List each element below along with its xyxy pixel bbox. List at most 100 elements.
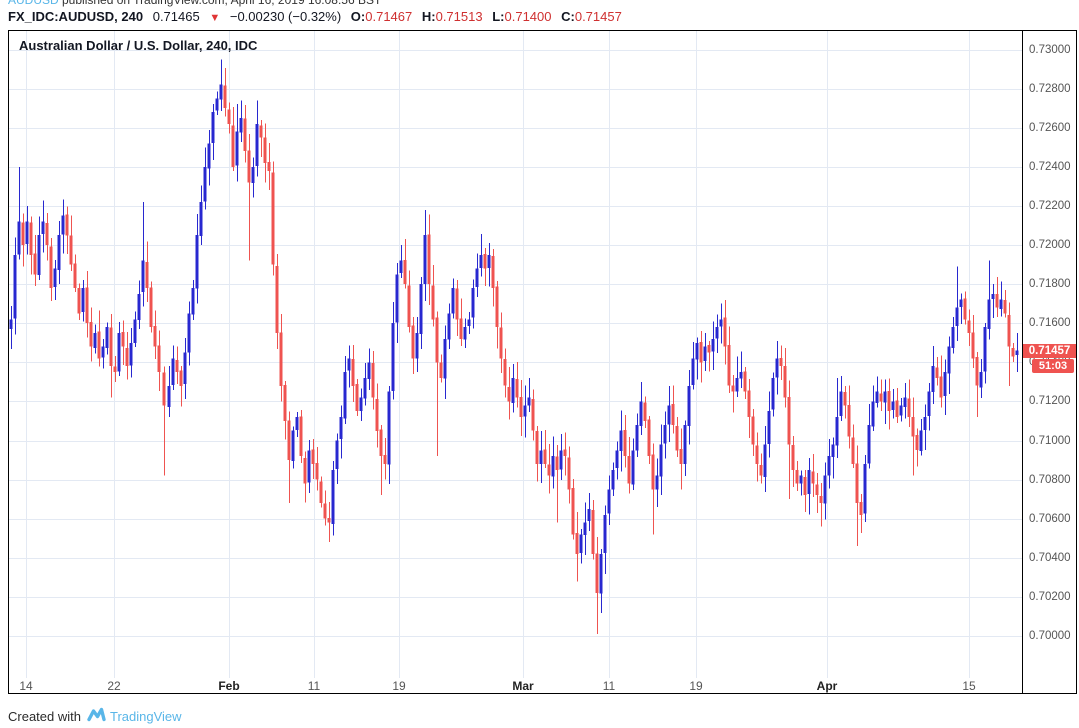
tradingview-logo-icon[interactable] — [87, 707, 106, 725]
symbol-link[interactable]: AUDUSD — [8, 0, 59, 7]
time-axis-label: 11 — [602, 679, 616, 693]
candle-body-up — [955, 307, 959, 327]
candle-body-up — [979, 372, 983, 388]
candle-body-up — [871, 401, 875, 427]
candle-body-down — [1007, 314, 1011, 347]
candle-body-up — [891, 401, 895, 411]
candle-body-up — [739, 372, 743, 379]
price-axis-label: 0.72600 — [1029, 121, 1071, 134]
candle-body-down — [33, 253, 37, 275]
candle-body-down — [435, 317, 439, 363]
candle-body-up — [17, 221, 21, 255]
candle-body-down — [29, 222, 33, 255]
candle-body-up — [463, 327, 467, 340]
candle-body-down — [787, 397, 791, 445]
candle-body-down — [299, 416, 303, 457]
candle-body-up — [37, 235, 41, 276]
candle-body-up — [619, 430, 623, 451]
time-axis-label: Feb — [218, 679, 240, 693]
candle-body-down — [887, 390, 891, 412]
candle-body-down — [283, 385, 287, 421]
candle-body-down — [975, 356, 979, 386]
candle-body-up — [191, 288, 195, 315]
candle-body-up — [943, 372, 947, 396]
candle-body-down — [643, 402, 647, 421]
candle-body-up — [211, 112, 215, 143]
candle-body-down — [1011, 348, 1015, 357]
candle-body-down — [651, 454, 655, 490]
candle-body-down — [243, 118, 247, 152]
candle-body-up — [199, 202, 203, 237]
candle-body-down — [403, 260, 407, 285]
candle-body-down — [439, 362, 443, 378]
candle-body-down — [459, 318, 463, 339]
candle-body-down — [859, 501, 863, 515]
candlestick-plot: Australian Dollar / U.S. Dollar, 240, ID… — [9, 31, 1023, 693]
open-label: O: — [350, 9, 366, 24]
time-axis-label: 15 — [962, 679, 976, 693]
time-axis-label: Mar — [512, 679, 534, 693]
candle-body-up — [13, 254, 17, 319]
symbol-ohlc-line: FX_IDC:AUDUSD, 240 0.71465 ▼ −0.00230 (−… — [8, 9, 622, 24]
candle-body-up — [487, 254, 491, 269]
price-axis-label: 0.72000 — [1029, 239, 1071, 251]
candle-body-down — [515, 379, 519, 398]
candle-body-up — [335, 440, 339, 469]
candle-body-down — [647, 419, 651, 457]
candle-body-down — [379, 429, 383, 457]
candle-body-up — [703, 346, 707, 361]
time-axis-label: 22 — [107, 679, 121, 693]
candle-body-up — [639, 401, 643, 426]
candle-body-down — [519, 397, 523, 417]
price-axis-label: 0.71200 — [1029, 395, 1071, 408]
candle-body-up — [767, 411, 771, 444]
candle-body-up — [635, 424, 639, 451]
candle-body-down — [971, 332, 975, 359]
candle-body-down — [759, 465, 763, 476]
candle-body-up — [799, 475, 803, 484]
candle-body-down — [623, 430, 627, 457]
candle-body-up — [631, 450, 635, 485]
candle-body-down — [591, 509, 595, 554]
candle-body-down — [49, 246, 53, 288]
tradingview-brand-link[interactable]: TradingView — [109, 708, 182, 724]
candle-body-down — [231, 125, 235, 167]
candle-body-up — [691, 358, 695, 385]
candle-body-down — [153, 325, 157, 347]
candle-body-down — [175, 359, 179, 372]
candle-body-up — [987, 299, 991, 329]
candle-body-down — [699, 341, 703, 363]
candle-body-up — [835, 417, 839, 446]
candle-body-down — [121, 332, 125, 347]
candle-body-down — [411, 325, 415, 359]
candle-body-up — [599, 553, 603, 594]
candle-body-up — [831, 444, 835, 458]
candle-body-up — [923, 417, 927, 430]
candle-body-up — [927, 391, 931, 417]
candle-body-up — [443, 338, 447, 379]
candle-body-up — [215, 98, 219, 111]
candle-body-up — [683, 424, 687, 464]
candle-body-down — [455, 288, 459, 320]
candle-body-up — [239, 117, 243, 133]
candle-body-down — [795, 469, 799, 484]
down-triangle-icon: ▼ — [209, 12, 221, 24]
candle-body-up — [133, 319, 137, 344]
candle-body-up — [57, 235, 61, 271]
candle-body-down — [727, 345, 731, 386]
candle-body-down — [427, 234, 431, 285]
price-axis-label: 0.73000 — [1029, 43, 1071, 56]
candle-body-up — [255, 123, 259, 166]
candle-body-down — [575, 532, 579, 554]
candle-body-down — [779, 358, 783, 367]
candle-body-down — [375, 398, 379, 431]
candle-body-up — [527, 397, 531, 406]
candle-body-down — [495, 286, 499, 328]
candle-body-down — [431, 285, 435, 320]
candle-body-up — [735, 377, 739, 392]
candle-body-up — [867, 424, 871, 464]
candle-body-up — [551, 456, 555, 477]
candle-body-down — [73, 263, 77, 288]
candle-body-up — [959, 299, 963, 307]
candle-body-down — [113, 366, 117, 373]
